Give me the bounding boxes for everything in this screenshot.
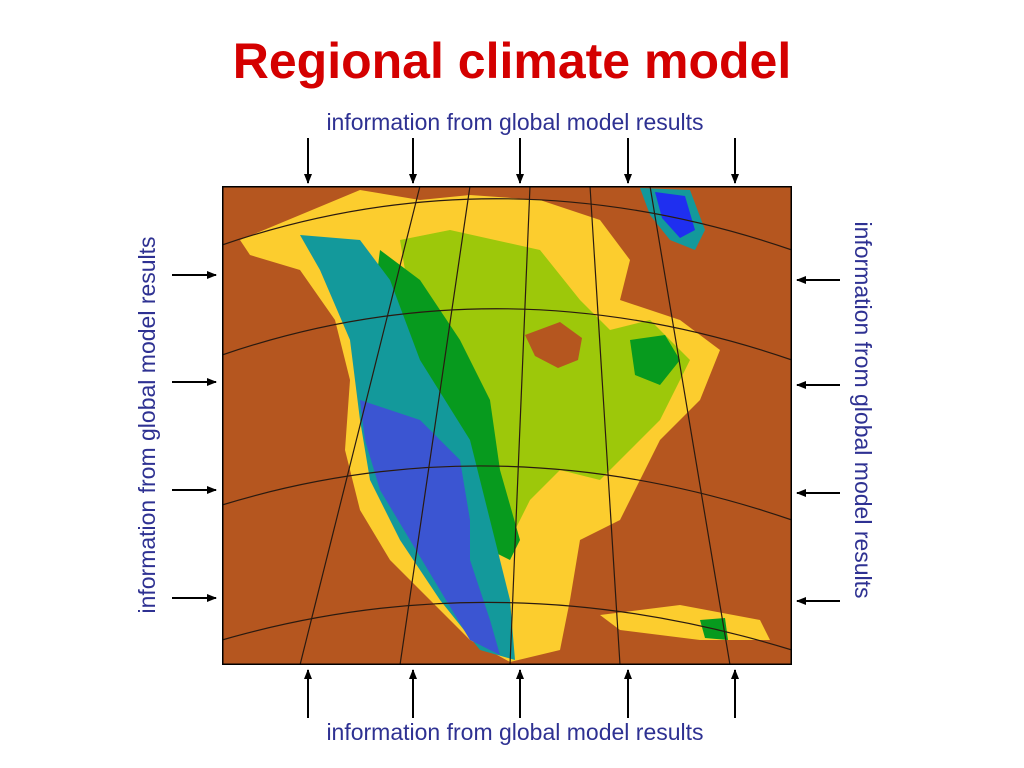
map (222, 186, 792, 665)
bottom-label: information from global model results (326, 719, 703, 745)
arrows (172, 138, 840, 718)
title: Regional climate model (233, 33, 791, 89)
top-label: information from global model results (326, 109, 703, 135)
left-label: information from global model results (134, 236, 160, 613)
right-label: information from global model results (850, 221, 876, 598)
